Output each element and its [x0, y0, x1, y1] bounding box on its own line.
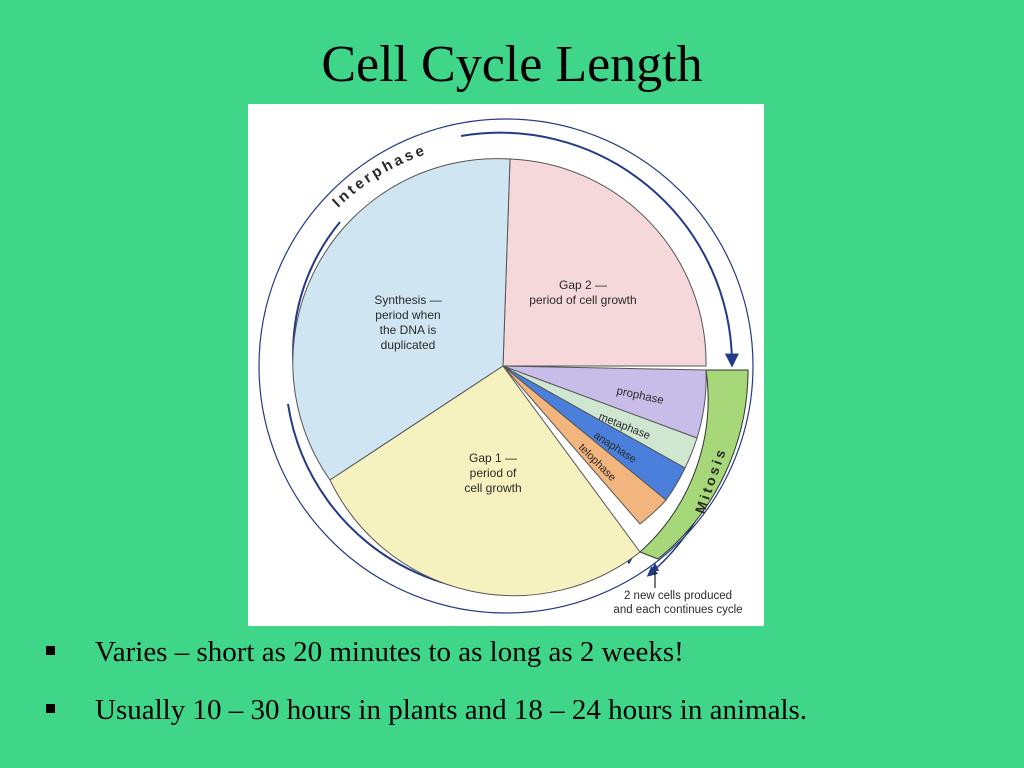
synthesis-label: Synthesis — period when the DNA is dupli…: [374, 293, 441, 352]
segment-telophase: [502, 365, 667, 525]
gap2-label: Gap 2 — period of cell growth: [529, 278, 636, 307]
gap1-label-line: cell growth: [464, 481, 521, 495]
bullet-list: Varies – short as 20 minutes to as long …: [40, 630, 1000, 746]
synthesis-label-line: duplicated: [381, 338, 436, 352]
gap1-label-line: period of: [470, 466, 517, 480]
bullet-text: Usually 10 – 30 hours in plants and 18 –…: [95, 694, 808, 726]
square-bullet-icon: [46, 646, 55, 655]
interphase-arc-top: [460, 131, 739, 368]
gap1-label: Gap 1 — period of cell growth: [464, 451, 521, 495]
segment-synthesis: [292, 158, 511, 481]
bullet-item: Usually 10 – 30 hours in plants and 18 –…: [40, 688, 1000, 746]
cell-cycle-diagram: Interphase Mitosis Synthesis — period wh…: [248, 104, 764, 626]
mitosis-band: [639, 369, 749, 560]
gap2-label-line: period of cell growth: [529, 293, 636, 307]
square-bullet-icon: [46, 704, 55, 713]
slide-title: Cell Cycle Length: [321, 36, 703, 93]
gap2-label-line: Gap 2 —: [559, 278, 607, 292]
note-label: 2 new cells produced and each continues …: [613, 590, 742, 616]
synthesis-label-line: the DNA is: [380, 323, 437, 337]
gap1-label-line: Gap 1 —: [469, 451, 517, 465]
bullet-item: Varies – short as 20 minutes to as long …: [40, 630, 1000, 688]
bullet-text: Varies – short as 20 minutes to as long …: [95, 636, 684, 668]
note-line: 2 new cells produced: [624, 590, 732, 602]
note-line: and each continues cycle: [613, 604, 742, 616]
segment-gap1: [329, 365, 641, 597]
synthesis-label-line: Synthesis —: [374, 293, 441, 307]
segment-gap2: [502, 158, 707, 367]
synthesis-label-line: period when: [375, 308, 440, 322]
outer-ring: [258, 118, 754, 614]
